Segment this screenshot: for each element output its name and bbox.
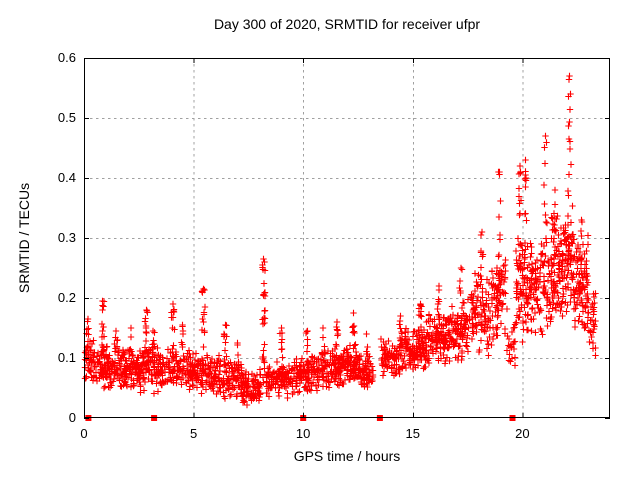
y-tick-label: 0.5 — [57, 110, 76, 125]
x-axis-title: GPS time / hours — [293, 448, 401, 464]
grid-lines — [84, 58, 610, 418]
x-tick-label: 0 — [80, 426, 88, 441]
x-tick-label: 5 — [189, 426, 198, 441]
y-tick-label: 0.1 — [57, 350, 76, 365]
x-tick-label: 10 — [295, 426, 311, 441]
y-tick-label: 0.2 — [57, 290, 76, 305]
y-tick-label: 0.4 — [57, 170, 76, 185]
x-tick-label: 20 — [515, 426, 530, 441]
y-tick-label: 0.3 — [57, 230, 76, 245]
scatter-points-srmtid — [81, 72, 599, 409]
chart-title: Day 300 of 2020, SRMTID for receiver ufp… — [213, 16, 481, 32]
y-tick-label: 0 — [68, 410, 76, 425]
y-tick-label: 0.6 — [57, 50, 76, 65]
x-tick-label: 15 — [405, 426, 420, 441]
axis-tick-marks — [84, 58, 610, 419]
